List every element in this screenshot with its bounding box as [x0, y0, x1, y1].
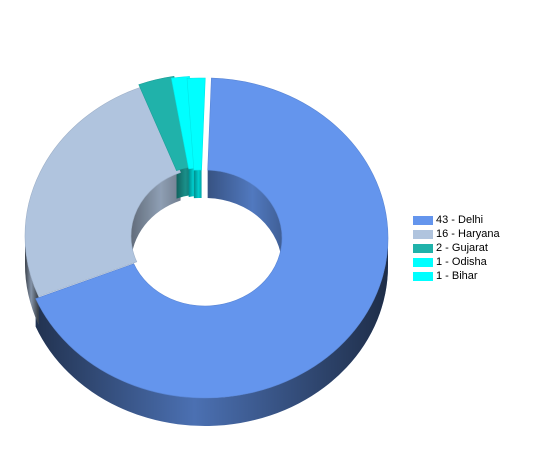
legend-label-haryana: 16 - Haryana: [436, 228, 500, 240]
legend-item-haryana: 16 - Haryana: [413, 227, 533, 241]
slice-bihar[interactable]: [186, 77, 206, 171]
legend-swatch-delhi: [413, 215, 433, 225]
slice-hole-shade-gujarat: [176, 167, 192, 199]
legend-item-delhi: 43 - Delhi: [413, 213, 533, 227]
slice-hole-shade-bihar: [193, 170, 202, 199]
legend: 43 - Delhi 16 - Haryana 2 - Gujarat 1 - Odi…: [413, 213, 533, 283]
slice-haryana[interactable]: [24, 86, 181, 298]
legend-label-bihar: 1 - Bihar: [436, 270, 478, 282]
slice-side-shade-delhi: [35, 238, 389, 427]
slice-hole-shade-haryana: [131, 172, 181, 264]
legend-item-odisha: 1 - Odisha: [413, 255, 533, 269]
slice-delhi[interactable]: [35, 77, 389, 399]
legend-swatch-bihar: [413, 271, 433, 281]
legend-label-gujarat: 2 - Gujarat: [436, 242, 488, 254]
legend-label-delhi: 43 - Delhi: [436, 214, 484, 226]
legend-swatch-gujarat: [413, 243, 433, 253]
legend-swatch-odisha: [413, 257, 433, 267]
legend-swatch-haryana: [413, 229, 433, 239]
legend-item-bihar: 1 - Bihar: [413, 269, 533, 283]
legend-label-odisha: 1 - Odisha: [436, 256, 487, 268]
donut-hole: [130, 199, 280, 308]
legend-item-gujarat: 2 - Gujarat: [413, 241, 533, 255]
